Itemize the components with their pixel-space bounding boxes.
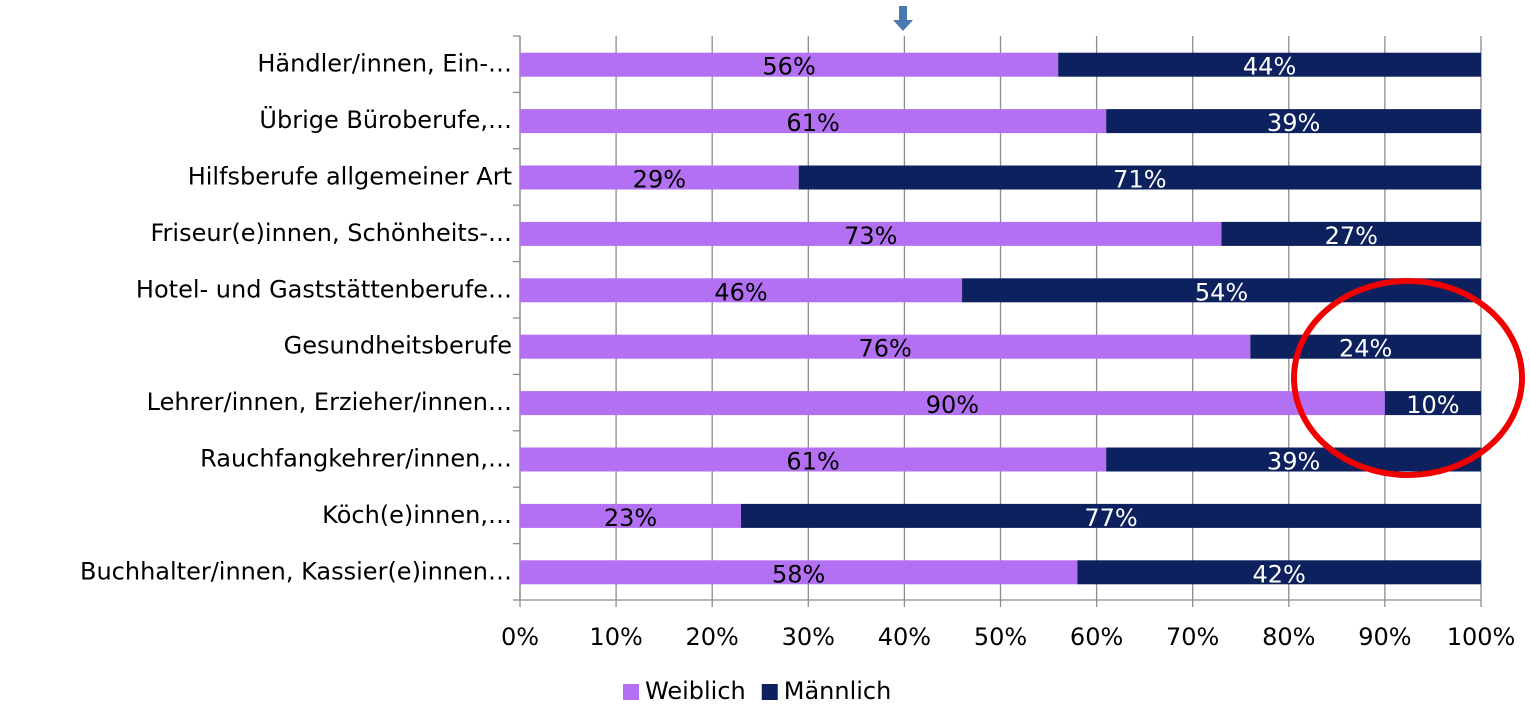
data-label: 61% [786, 448, 839, 476]
x-tick-label: 80% [1262, 623, 1315, 651]
bar-segment [520, 165, 799, 190]
data-label: 44% [1243, 53, 1296, 81]
bar-segment [1058, 52, 1481, 77]
bar-segment [1106, 109, 1481, 134]
data-label: 27% [1325, 222, 1378, 250]
bar-segment [798, 165, 1481, 190]
data-label: 76% [859, 335, 912, 363]
legend-swatch [623, 684, 639, 700]
data-label: 39% [1267, 109, 1320, 137]
data-label: 46% [714, 278, 767, 306]
bar-segment [520, 447, 1107, 472]
x-tick-label: 90% [1358, 623, 1411, 651]
data-label: 61% [786, 109, 839, 137]
data-label: 71% [1113, 166, 1166, 194]
legend-label: Männlich [784, 677, 892, 705]
data-label: 54% [1195, 278, 1248, 306]
data-label: 10% [1406, 391, 1459, 419]
legend-swatch [761, 684, 778, 700]
bar-segment [520, 503, 742, 528]
x-tick-label: 70% [1166, 623, 1219, 651]
y-tick-label: Köch(e)innen,… [322, 501, 512, 529]
data-label: 77% [1084, 504, 1137, 532]
data-label: 90% [926, 391, 979, 419]
data-label: 39% [1267, 448, 1320, 476]
bar-segment [520, 334, 1251, 359]
data-label: 58% [772, 560, 825, 588]
bar-segment [1250, 334, 1481, 359]
y-tick-label: Gesundheitsberufe [284, 332, 512, 360]
bar-segment [741, 503, 1481, 528]
x-tick-label: 0% [501, 623, 539, 651]
y-tick-label: Hilfsberufe allgemeiner Art [188, 163, 512, 191]
x-tick-label: 50% [974, 623, 1027, 651]
bar-segment [1221, 221, 1481, 246]
y-tick-label: Lehrer/innen, Erzieher/innen… [147, 388, 512, 416]
data-label: 42% [1253, 560, 1306, 588]
bar-segment [520, 52, 1059, 77]
y-tick-label: Hotel- und Gaststättenberufe… [136, 275, 512, 303]
bar-segment [520, 391, 1385, 416]
x-tick-label: 40% [878, 623, 931, 651]
arrow-icon [893, 6, 913, 31]
y-tick-label: Rauchfangkehrer/innen,… [200, 445, 512, 473]
y-tick-label: Buchhalter/innen, Kassier(e)innen… [80, 557, 512, 585]
data-label: 24% [1339, 335, 1392, 363]
y-tick-label: Händler/innen, Ein-… [257, 50, 512, 78]
data-label: 56% [762, 53, 815, 81]
data-label: 29% [633, 166, 686, 194]
data-label: 73% [844, 222, 897, 250]
y-tick-label: Friseur(e)innen, Schönheits-… [150, 219, 512, 247]
bar-segment [1384, 391, 1481, 416]
data-label: 23% [604, 504, 657, 532]
x-tick-label: 10% [589, 623, 642, 651]
y-tick-label: Übrige Büroberufe,… [259, 105, 512, 134]
bar-segment [520, 221, 1222, 246]
bar-segment [1106, 447, 1481, 472]
x-tick-label: 30% [782, 623, 835, 651]
annotation-circle [1291, 278, 1525, 478]
x-tick-label: 20% [686, 623, 739, 651]
legend-label: Weiblich [645, 677, 746, 705]
bar-segment [520, 278, 963, 303]
x-tick-label: 60% [1070, 623, 1123, 651]
bar-segment [520, 109, 1107, 134]
bar-segment [520, 560, 1078, 585]
bar-segment [1077, 560, 1481, 585]
x-tick-label: 100% [1447, 623, 1516, 651]
